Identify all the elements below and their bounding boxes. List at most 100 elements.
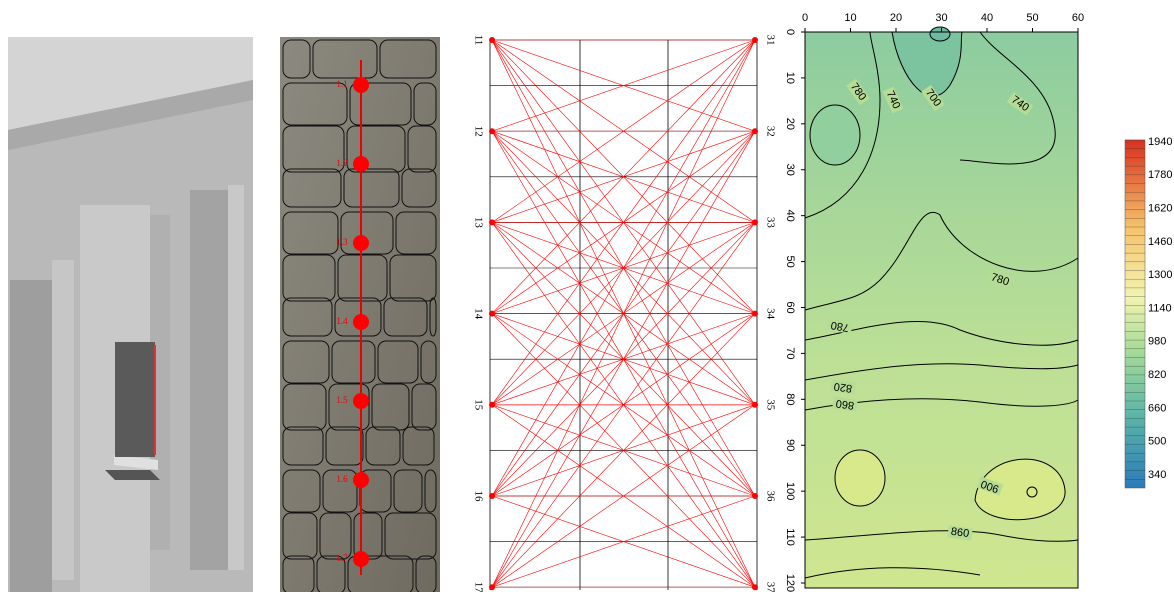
receiver-label: 35 (764, 399, 776, 411)
stone (429, 297, 437, 337)
stone (282, 125, 345, 173)
ray (491, 39, 756, 405)
contour-label: 900 (979, 477, 1000, 495)
render-panel (8, 37, 253, 592)
x-tick-label: 40 (981, 12, 993, 24)
label-bg (882, 86, 904, 114)
stone (282, 555, 315, 592)
label-bg (846, 78, 870, 106)
x-tick-label: 60 (1072, 12, 1084, 24)
y-tick-label: 90 (784, 439, 796, 451)
stone (282, 383, 327, 431)
stone (319, 512, 352, 560)
ray (491, 222, 756, 588)
stone (282, 426, 324, 466)
receiver-label: 37 (764, 582, 776, 592)
stone (282, 297, 333, 337)
contour-label: 860 (835, 397, 855, 411)
stone (413, 82, 437, 126)
point-label: 1.7 (336, 553, 348, 563)
source (489, 310, 495, 317)
stone (346, 125, 406, 173)
ray (491, 131, 756, 588)
y-tick-label: 60 (784, 301, 796, 313)
y-tick-label: 20 (784, 118, 796, 130)
x-tick-label: 10 (844, 12, 856, 24)
point-label: 1.1 (336, 79, 347, 89)
ray (491, 39, 756, 588)
ray (491, 39, 756, 223)
colorbar-label: 1460 (1148, 236, 1172, 248)
stone (282, 82, 348, 126)
receiver (752, 310, 758, 317)
colorbar-label: 1940 (1148, 136, 1172, 148)
stone (395, 211, 437, 255)
colorbar-label: 660 (1148, 402, 1166, 414)
x-tick-label: 50 (1026, 12, 1038, 24)
stone (420, 340, 437, 384)
source (489, 128, 495, 135)
y-tick-label: 70 (784, 347, 796, 359)
point-label: 1.2 (336, 158, 347, 168)
y-tick-label: 30 (784, 164, 796, 176)
receiver-label: 36 (764, 491, 776, 503)
ray (491, 495, 756, 588)
label-bg (976, 476, 1004, 496)
label-bg (921, 84, 945, 112)
y-tick-label: 0 (784, 29, 796, 35)
ray (491, 404, 756, 588)
y-tick-label: 10 (784, 72, 796, 84)
stone (282, 512, 318, 560)
label-bg (1006, 92, 1034, 116)
stone (282, 168, 342, 208)
colorbar-label: 980 (1148, 336, 1166, 348)
point (353, 77, 369, 93)
source (489, 219, 495, 226)
stone (365, 426, 401, 466)
stone (343, 168, 400, 208)
stone (389, 254, 437, 302)
receiver-label: 33 (764, 217, 776, 229)
source (489, 37, 495, 43)
stone (401, 168, 437, 208)
source-label: 12 (472, 126, 484, 137)
y-tick-label: 110 (784, 528, 796, 546)
stone (384, 512, 437, 560)
label-bg (832, 396, 858, 412)
wall-panel: 1.1 1.2 1.3 1.4 1.5 1.6 1.7 (280, 37, 440, 592)
stone (282, 39, 311, 79)
ray (491, 313, 756, 588)
source-label: 13 (472, 217, 484, 229)
stone (377, 340, 419, 384)
source-label: 11 (472, 35, 484, 46)
stone (407, 125, 437, 173)
x-tick-label: 0 (802, 12, 808, 24)
stone (322, 469, 358, 513)
source (489, 401, 495, 408)
contour-label: 780 (989, 271, 1010, 288)
y-tick-label: 100 (784, 482, 796, 500)
ray (491, 39, 756, 314)
source-label: 14 (472, 308, 484, 320)
colorbar: 1940 1780 1620 1460 1300 1140 980 820 660 500 340 (1124, 136, 1172, 489)
receiver (752, 37, 758, 43)
stone (331, 340, 376, 384)
ray (491, 39, 756, 497)
colorbar-label: 1620 (1148, 203, 1172, 215)
stone (347, 555, 414, 592)
point-label: 1.4 (336, 316, 348, 326)
stone (402, 426, 435, 466)
source-label: 15 (472, 399, 484, 411)
colorbar-label: 1300 (1148, 269, 1172, 281)
label-bg (827, 318, 853, 334)
point (353, 314, 369, 330)
stone (282, 340, 330, 384)
ray (491, 39, 756, 132)
point (353, 235, 369, 251)
label-bg (986, 270, 1014, 290)
receiver-label: 31 (764, 35, 776, 46)
point (353, 472, 369, 488)
contour-label: 780 (830, 319, 850, 334)
stone (337, 254, 388, 302)
